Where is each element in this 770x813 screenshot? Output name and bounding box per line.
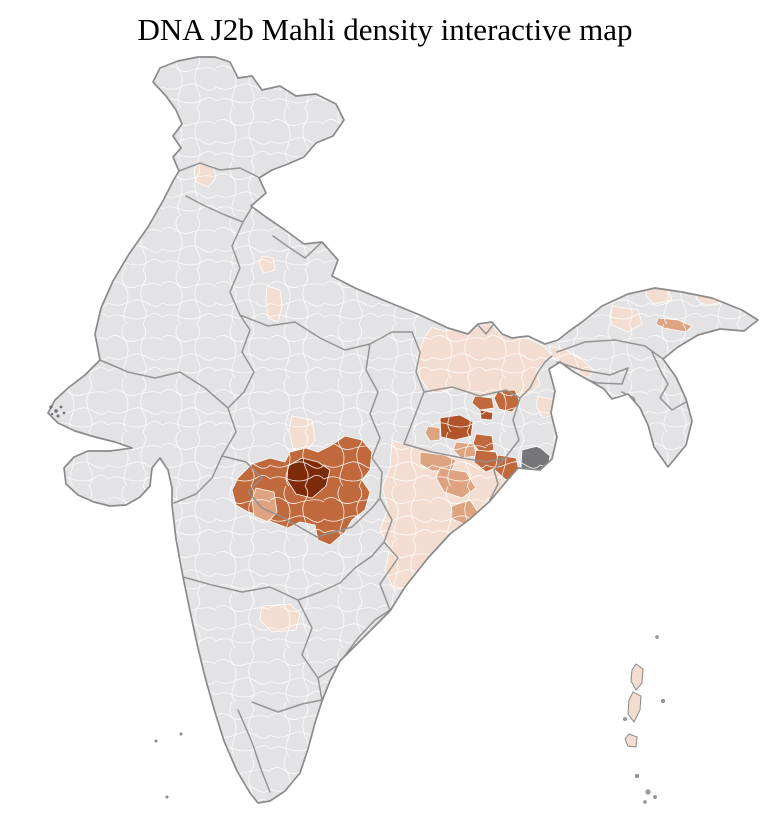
island-andaman-little[interactable]	[624, 733, 638, 748]
region-up-mp-border-strip[interactable]	[265, 285, 283, 323]
island-andaman-north[interactable]	[630, 663, 644, 691]
india-landmass[interactable]	[48, 57, 758, 803]
andaman-nicobar-islands[interactable]	[623, 635, 666, 804]
region-gangetic-belt[interactable]	[416, 322, 553, 399]
island-specks	[623, 635, 666, 804]
island-andaman-mid[interactable]	[627, 691, 642, 723]
page-title: DNA J2b Mahli density interactive map	[137, 12, 633, 47]
region-jharkhand-c[interactable]	[479, 409, 494, 421]
state-borders	[99, 162, 687, 793]
rann-marsh-speckle	[49, 405, 66, 418]
lakshadweep-islands	[154, 732, 183, 799]
